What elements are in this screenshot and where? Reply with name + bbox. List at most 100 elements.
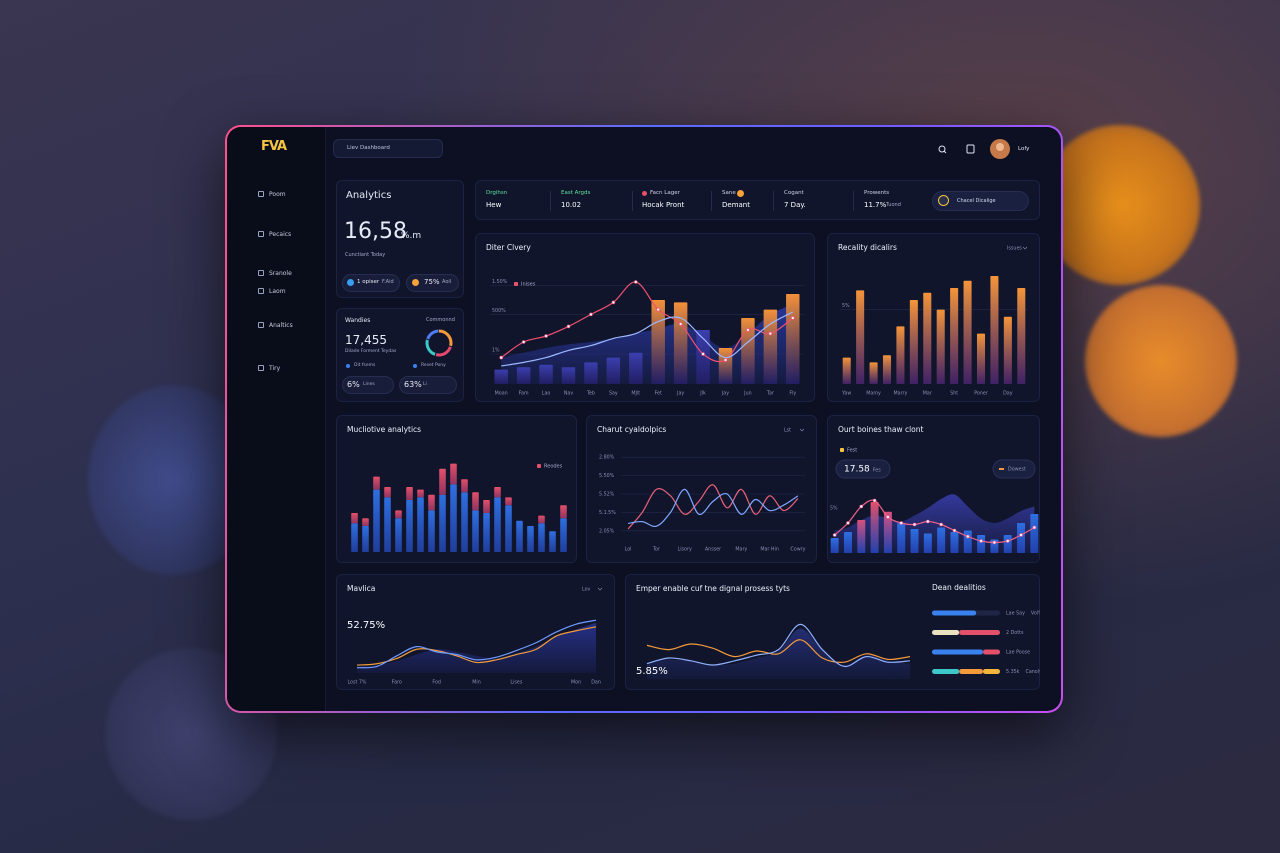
dropdown: Lst (784, 428, 791, 434)
legend-label: Fest (847, 448, 857, 454)
bar (483, 500, 490, 513)
line (500, 281, 794, 363)
search-icon[interactable] (938, 145, 946, 153)
point (846, 521, 850, 525)
chart-panel: Recality dicalirs 5% Yaw Mamy Marry Mar Sht Pon… (827, 233, 1040, 402)
x-tick-label: Sht (950, 391, 958, 397)
caption: Cunctiant Today (345, 252, 386, 258)
bar (362, 526, 369, 552)
stat-value: 11.7% (864, 201, 887, 209)
x-tick-label: Tor (652, 547, 660, 553)
nav-item[interactable]: Laom (258, 288, 286, 295)
user-name[interactable]: Lofy (1018, 146, 1030, 152)
bar (395, 510, 402, 519)
point (566, 324, 571, 329)
bar (763, 309, 778, 384)
button (992, 459, 1036, 479)
chevron (1022, 246, 1028, 250)
point (899, 521, 904, 525)
point (499, 355, 504, 360)
chart-panel: Mucliotive analytics Reodes (336, 415, 577, 563)
legend-swatch (514, 282, 518, 286)
chip[interactable] (399, 376, 457, 394)
stat-icon (737, 190, 744, 197)
bar (950, 532, 959, 553)
y-tick-label: 1% (492, 348, 500, 354)
point (939, 522, 943, 527)
y-tick-label: 5% (842, 303, 850, 309)
chip-text: Li (423, 382, 427, 387)
bar (870, 502, 879, 553)
chart-title: Diter Clvery (486, 243, 531, 252)
doc-icon[interactable] (966, 144, 975, 154)
point (965, 534, 970, 539)
bar (909, 300, 918, 384)
bar (450, 463, 457, 485)
icons (938, 139, 1010, 159)
bar (549, 531, 556, 552)
line (646, 639, 911, 663)
x-tick-label: Teb (586, 391, 595, 397)
bar (539, 364, 553, 384)
search-box[interactable] (333, 139, 443, 158)
line (834, 499, 1035, 544)
point (723, 358, 728, 362)
chart: Emper enable cuf tne dignal prosess tyts… (636, 584, 911, 679)
glow (1085, 285, 1237, 437)
nav-item[interactable]: Tiry (257, 365, 281, 372)
row-note: Canoly (1025, 669, 1040, 675)
bar (494, 487, 501, 498)
big-value: 17,455 (345, 333, 387, 347)
bar (842, 357, 851, 384)
bar (395, 518, 402, 552)
bar (584, 362, 598, 384)
card-action[interactable]: Commonnd (426, 317, 455, 323)
x-tick-label: Mamy (866, 391, 881, 397)
progress-segment (932, 669, 960, 674)
point (886, 515, 890, 519)
nav-item[interactable]: Analtics (258, 322, 293, 329)
chip[interactable] (342, 274, 400, 292)
x-tick-label: Moan (495, 391, 508, 397)
x-tick-label: Lao (542, 391, 551, 397)
chart-title: Emper enable cuf tne dignal prosess tyts (636, 584, 790, 593)
bar (696, 330, 710, 384)
line (646, 623, 911, 668)
x-tick-label: Nav (564, 391, 574, 397)
chart: Mavlica Lost 7% Faro Fod Min Lises Mon Dan Lov 52… (347, 584, 603, 686)
bar (516, 367, 531, 384)
row-label: 5.35k (1006, 669, 1020, 675)
y-tick-label: 5.50% (599, 473, 615, 479)
bar (428, 510, 435, 552)
bar (923, 533, 932, 553)
bar (417, 497, 424, 552)
point (872, 498, 877, 503)
x-tick-label: Marry (894, 391, 908, 397)
chip-text: 63% (404, 380, 422, 389)
avatar (996, 143, 1004, 151)
chart-panel: Diter Clvery 1% 500% 1.50% Moan Fam Lao Nav Teb S… (475, 233, 815, 402)
stat-icon (642, 191, 647, 196)
x-tick-label: Dan (591, 680, 601, 686)
chip[interactable] (342, 376, 394, 394)
button[interactable] (932, 191, 1029, 211)
point (589, 312, 593, 317)
point (952, 528, 957, 533)
y-tick-label: 5% (830, 505, 838, 511)
stat-label: East Argds (561, 190, 591, 196)
point (926, 519, 930, 524)
x-tick-label: Cowry (790, 547, 805, 553)
bar (856, 290, 865, 384)
bar (406, 500, 413, 552)
x-tick-label: Say (609, 391, 618, 397)
separator (550, 191, 551, 211)
bar (1003, 316, 1012, 384)
chip-text: Lines (363, 382, 375, 387)
bar (1030, 514, 1039, 553)
nav-item[interactable]: Pecaics (257, 231, 292, 238)
chip[interactable] (406, 274, 459, 292)
nav-item[interactable]: Sranole (258, 270, 292, 277)
separator (632, 191, 633, 211)
nav-item[interactable]: Poom (258, 191, 286, 198)
bar (428, 494, 435, 511)
